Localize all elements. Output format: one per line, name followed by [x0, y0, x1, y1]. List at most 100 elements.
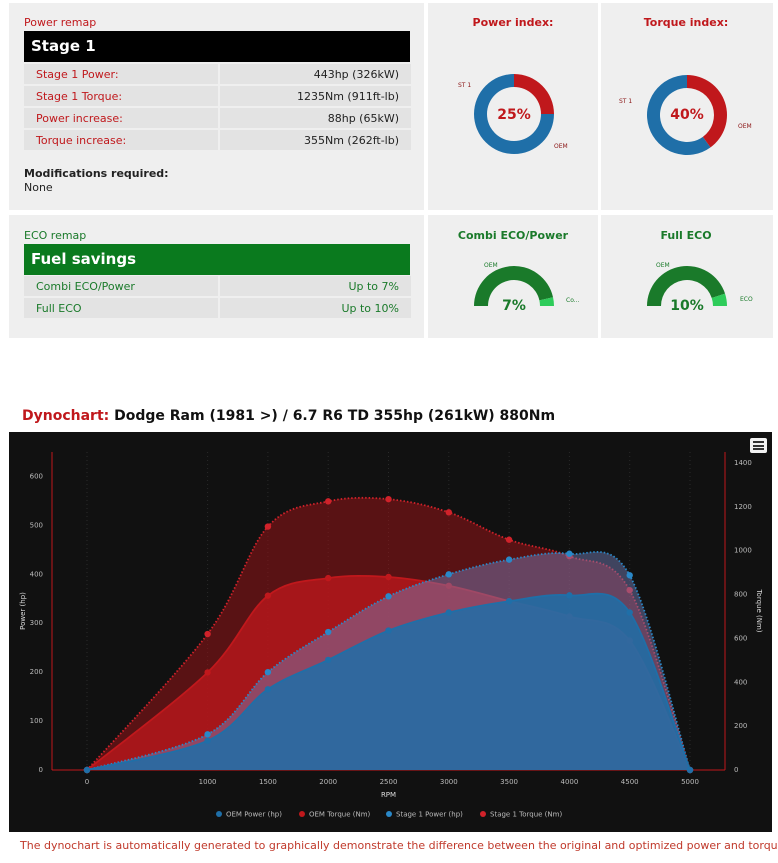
dynochart-heading: Dynochart: Dodge Ram (1981 >) / 6.7 R6 T…	[22, 408, 555, 424]
full-eco-panel: Full ECO 10% OEM ECO	[601, 215, 773, 338]
gauge-oem-segment	[647, 266, 726, 306]
row-label: Power increase:	[24, 108, 218, 128]
x-tick-label: 4500	[621, 778, 639, 786]
row-label: Combi ECO/Power	[24, 276, 218, 296]
data-point	[83, 766, 91, 774]
modifications-value: None	[24, 181, 53, 194]
torque-index-oem-label: OEM	[738, 123, 752, 130]
row-value: 443hp (326kW)	[220, 64, 411, 84]
gauge-oem-segment	[474, 266, 554, 306]
row-value: Up to 10%	[220, 298, 411, 318]
donut-stage-segment	[514, 74, 554, 114]
data-point	[566, 550, 573, 557]
y-left-tick-label: 400	[30, 570, 43, 578]
x-tick-label: 1000	[199, 778, 217, 786]
series-line	[86, 592, 691, 771]
legend-item: Stage 1 Power (hp)	[396, 811, 463, 819]
dynochart-svg: 0 1000 1500 2000 2500 3000 3500 4000 4500 5000010…	[19, 452, 763, 819]
legend-item: OEM Torque (Nm)	[309, 811, 371, 819]
y-left-tick-label: 200	[30, 668, 43, 676]
power-remap-title: Power remap	[24, 16, 97, 29]
x-tick-label: 3500	[500, 778, 518, 786]
torque-index-percent: 40%	[670, 107, 704, 123]
power-index-percent: 25%	[497, 107, 531, 123]
stage1-bar: Stage 1	[24, 31, 410, 62]
data-point	[445, 609, 452, 616]
table-row: Power increase: 88hp (65kW)	[24, 108, 411, 128]
data-point	[626, 609, 633, 616]
y-right-tick-label: 1200	[734, 503, 752, 511]
combi-eco-panel: Combi ECO/Power 7% OEM Co...	[428, 215, 598, 338]
y-left-tick-label: 0	[39, 766, 43, 774]
data-point	[204, 630, 211, 638]
donut-oem-segment	[647, 75, 711, 155]
dynochart-vehicle: Dodge Ram (1981 >) / 6.7 R6 TD 355hp (26…	[109, 408, 556, 424]
legend-marker	[386, 811, 392, 817]
y-right-tick-label: 800	[734, 591, 747, 599]
y-right-tick-label: 200	[734, 722, 747, 730]
row-label: Stage 1 Power:	[24, 64, 218, 84]
hamburger-menu-icon	[753, 441, 764, 450]
donut-stage-segment	[687, 75, 727, 148]
data-point	[505, 598, 513, 605]
data-point	[626, 572, 633, 579]
data-point	[566, 592, 573, 599]
data-point	[325, 628, 332, 636]
power-index-st-label: ST 1	[458, 82, 472, 89]
y-left-tick-label: 100	[30, 717, 43, 725]
combi-eco-gauge: 7%	[474, 266, 554, 314]
dynochart-footnote: The dynochart is automatically generated…	[20, 839, 778, 852]
data-point	[204, 669, 211, 676]
x-tick-label: 2500	[380, 778, 398, 786]
data-point	[385, 627, 392, 634]
power-index-title: Power index:	[472, 16, 554, 29]
full-eco-percent: 10%	[670, 298, 704, 314]
power-index-oem-label: OEM	[554, 143, 568, 150]
row-value: 88hp (65kW)	[220, 108, 411, 128]
combi-eco-right-label: Co...	[566, 297, 580, 304]
row-value: 355Nm (262ft-lb)	[220, 130, 411, 150]
x-tick-label: 2000	[319, 778, 337, 786]
data-point	[505, 536, 513, 543]
combi-eco-percent: 7%	[502, 298, 526, 314]
data-point	[445, 571, 452, 578]
data-point	[204, 731, 211, 738]
full-eco-gauge: 10%	[647, 266, 727, 314]
donut-oem-segment	[474, 74, 554, 154]
y-right-tick-label: 1000	[734, 547, 752, 555]
series-area	[87, 593, 690, 770]
fuel-savings-bar: Fuel savings	[24, 244, 410, 275]
data-point	[325, 574, 332, 582]
data-point	[445, 509, 452, 516]
data-point	[325, 656, 332, 664]
power-remap-panel: Power remap Stage 1 Stage 1 Power: 443hp …	[9, 3, 424, 210]
power-index-donut: 25%	[474, 74, 554, 154]
legend-marker	[216, 811, 222, 817]
legend-marker	[299, 811, 305, 817]
row-label: Stage 1 Torque:	[24, 86, 218, 106]
legend-item: Stage 1 Torque (Nm)	[490, 811, 562, 819]
full-eco-oem-label: OEM	[656, 262, 670, 269]
y-left-tick-label: 600	[30, 472, 43, 480]
data-point	[385, 593, 392, 600]
table-row: Stage 1 Power: 443hp (326kW)	[24, 64, 411, 84]
gauge-eco-segment	[539, 297, 554, 306]
dynochart-prefix: Dynochart:	[22, 408, 110, 424]
table-row: Combi ECO/Power Up to 7%	[24, 276, 411, 296]
power-index-panel: Power index: 25% ST 1 OEM	[428, 3, 598, 210]
torque-index-donut: 40%	[647, 75, 727, 155]
legend-item: OEM Power (hp)	[226, 811, 282, 819]
x-tick-label: 4000	[560, 778, 578, 786]
y-left-tick-label: 500	[30, 521, 43, 529]
torque-index-panel: Torque index: 40% ST 1 OEM	[601, 3, 773, 210]
x-axis-label: RPM	[381, 791, 396, 799]
data-point	[264, 686, 272, 693]
x-tick-label: 3000	[440, 778, 458, 786]
data-point	[626, 586, 633, 594]
data-point	[385, 495, 392, 503]
y-left-tick-label: 300	[30, 619, 43, 627]
full-eco-right-label: ECO	[740, 296, 753, 303]
row-value: 1235Nm (911ft-lb)	[220, 86, 411, 106]
row-label: Full ECO	[24, 298, 218, 318]
chart-menu-button[interactable]	[750, 438, 767, 453]
